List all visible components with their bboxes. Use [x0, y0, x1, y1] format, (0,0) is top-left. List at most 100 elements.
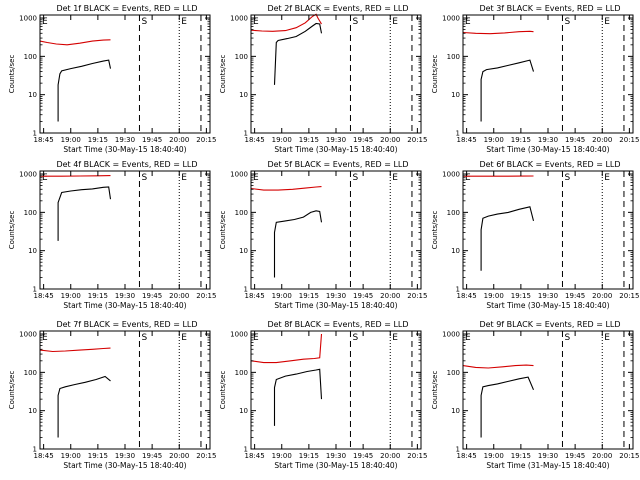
plot-frame	[462, 14, 634, 134]
y-tick-label: 1	[456, 130, 460, 138]
time-marker-label: S	[141, 173, 147, 183]
x-tick-label: 19:30	[115, 136, 135, 144]
x-tick-label: 18:45	[34, 452, 54, 460]
y-tick-label: 1000	[19, 15, 37, 23]
series-line-lld	[462, 364, 534, 369]
chart-title: Det 6f BLACK = Events, RED = LLD	[479, 160, 620, 169]
time-marker-label: E	[253, 17, 259, 27]
x-tick-label: 19:15	[299, 452, 319, 460]
chart-panel-9: Det 9f BLACK = Events, RED = LLD Counts/s…	[431, 320, 639, 470]
y-tick-label: 100	[447, 369, 460, 377]
y-tick-label: 1000	[230, 331, 248, 339]
x-tick-label: 18:45	[34, 292, 54, 300]
x-tick-label: 19:45	[565, 292, 585, 300]
x-tick-label: 18:45	[245, 452, 265, 460]
series-line-events	[57, 59, 112, 122]
time-marker-label: E	[604, 333, 610, 343]
y-tick-label: 1	[244, 286, 248, 294]
time-marker-label: E	[253, 333, 259, 343]
series-line-lld	[462, 30, 534, 35]
x-tick-label: 19:30	[326, 452, 346, 460]
x-tick-label: 19:15	[88, 452, 108, 460]
chart-title: Det 5f BLACK = Events, RED = LLD	[267, 160, 408, 169]
y-tick-label: 100	[24, 53, 37, 61]
x-axis-label: Start Time (30-May-15 18:40:40)	[486, 145, 609, 154]
chart-title: Det 2f BLACK = Events, RED = LLD	[267, 4, 408, 13]
x-axis-label: Start Time (30-May-15 18:40:40)	[274, 301, 397, 310]
x-tick-label: 20:15	[196, 136, 216, 144]
x-axis-label: Start Time (30-May-15 18:40:40)	[274, 461, 397, 470]
x-tick-label: 20:00	[380, 292, 400, 300]
y-tick-label: 10	[451, 91, 460, 99]
x-axis-label: Start Time (30-May-15 18:40:40)	[63, 461, 186, 470]
series-line-events	[273, 210, 323, 278]
x-tick-label: 19:15	[511, 292, 531, 300]
x-tick-label: 18:45	[457, 292, 477, 300]
series-line-events	[57, 186, 112, 241]
y-tick-label: 1000	[442, 331, 460, 339]
x-tick-label: 19:45	[353, 452, 373, 460]
x-tick-label: 19:00	[484, 452, 504, 460]
series-line-lld	[250, 13, 322, 32]
chart-panel-6: Det 6f BLACK = Events, RED = LLD Counts/s…	[431, 160, 639, 310]
x-tick-label: 19:15	[299, 136, 319, 144]
x-axis-label: Start Time (30-May-15 18:40:40)	[486, 301, 609, 310]
y-tick-label: 10	[28, 407, 37, 415]
series-line-events	[273, 368, 323, 426]
series-line-lld	[250, 333, 323, 364]
series-line-events	[273, 22, 323, 85]
time-marker-label: E	[392, 17, 398, 27]
x-tick-label: 20:00	[592, 136, 612, 144]
x-tick-label: 19:45	[353, 136, 373, 144]
x-tick-label: 19:00	[61, 292, 81, 300]
time-marker-label: E	[465, 17, 471, 27]
time-marker-label: E	[604, 17, 610, 27]
y-axis-label: Counts/sec	[219, 211, 227, 250]
time-marker-label: E	[465, 173, 471, 183]
x-tick-label: 19:30	[538, 136, 558, 144]
x-tick-label: 20:15	[196, 452, 216, 460]
y-tick-label: 1	[244, 130, 248, 138]
chart-title: Det 4f BLACK = Events, RED = LLD	[56, 160, 197, 169]
chart-panel-7: Det 7f BLACK = Events, RED = LLD Counts/s…	[8, 320, 216, 470]
plot-frame	[250, 170, 422, 290]
x-tick-label: 19:00	[484, 136, 504, 144]
x-tick-label: 19:30	[115, 292, 135, 300]
y-tick-label: 1000	[230, 171, 248, 179]
x-tick-label: 19:15	[88, 136, 108, 144]
chart-panel-5: Det 5f BLACK = Events, RED = LLD Counts/s…	[219, 160, 427, 310]
time-marker-label: E	[181, 333, 187, 343]
series-line-events	[57, 375, 111, 438]
y-tick-label: 10	[239, 247, 248, 255]
y-tick-label: 1	[33, 446, 37, 454]
time-marker-label: E	[42, 173, 48, 183]
series-line-lld	[40, 175, 111, 177]
plot-frame	[462, 170, 634, 290]
y-tick-label: 1	[33, 286, 37, 294]
time-marker-label: S	[564, 173, 570, 183]
series-line-events	[480, 206, 535, 271]
y-tick-label: 1000	[230, 15, 248, 23]
x-tick-label: 20:15	[407, 292, 427, 300]
y-tick-label: 1	[244, 446, 248, 454]
x-tick-label: 20:00	[592, 292, 612, 300]
x-tick-label: 20:00	[169, 292, 189, 300]
y-tick-label: 100	[447, 53, 460, 61]
time-marker-label: E	[392, 333, 398, 343]
y-tick-label: 1	[456, 286, 460, 294]
plot-frame	[39, 170, 211, 290]
y-tick-label: 1	[33, 130, 37, 138]
x-tick-label: 19:45	[142, 452, 162, 460]
chart-panel-1: Det 1f BLACK = Events, RED = LLD Counts/s…	[8, 4, 216, 154]
x-tick-label: 18:45	[457, 452, 477, 460]
chart-title: Det 7f BLACK = Events, RED = LLD	[56, 320, 197, 329]
x-tick-label: 19:15	[88, 292, 108, 300]
x-tick-label: 20:15	[407, 136, 427, 144]
x-tick-label: 19:45	[353, 292, 373, 300]
time-marker-label: S	[352, 173, 358, 183]
x-tick-label: 19:15	[299, 292, 319, 300]
x-tick-label: 18:45	[245, 136, 265, 144]
x-tick-label: 20:15	[619, 452, 639, 460]
plot-frame	[250, 330, 422, 450]
time-marker-label: S	[564, 17, 570, 27]
